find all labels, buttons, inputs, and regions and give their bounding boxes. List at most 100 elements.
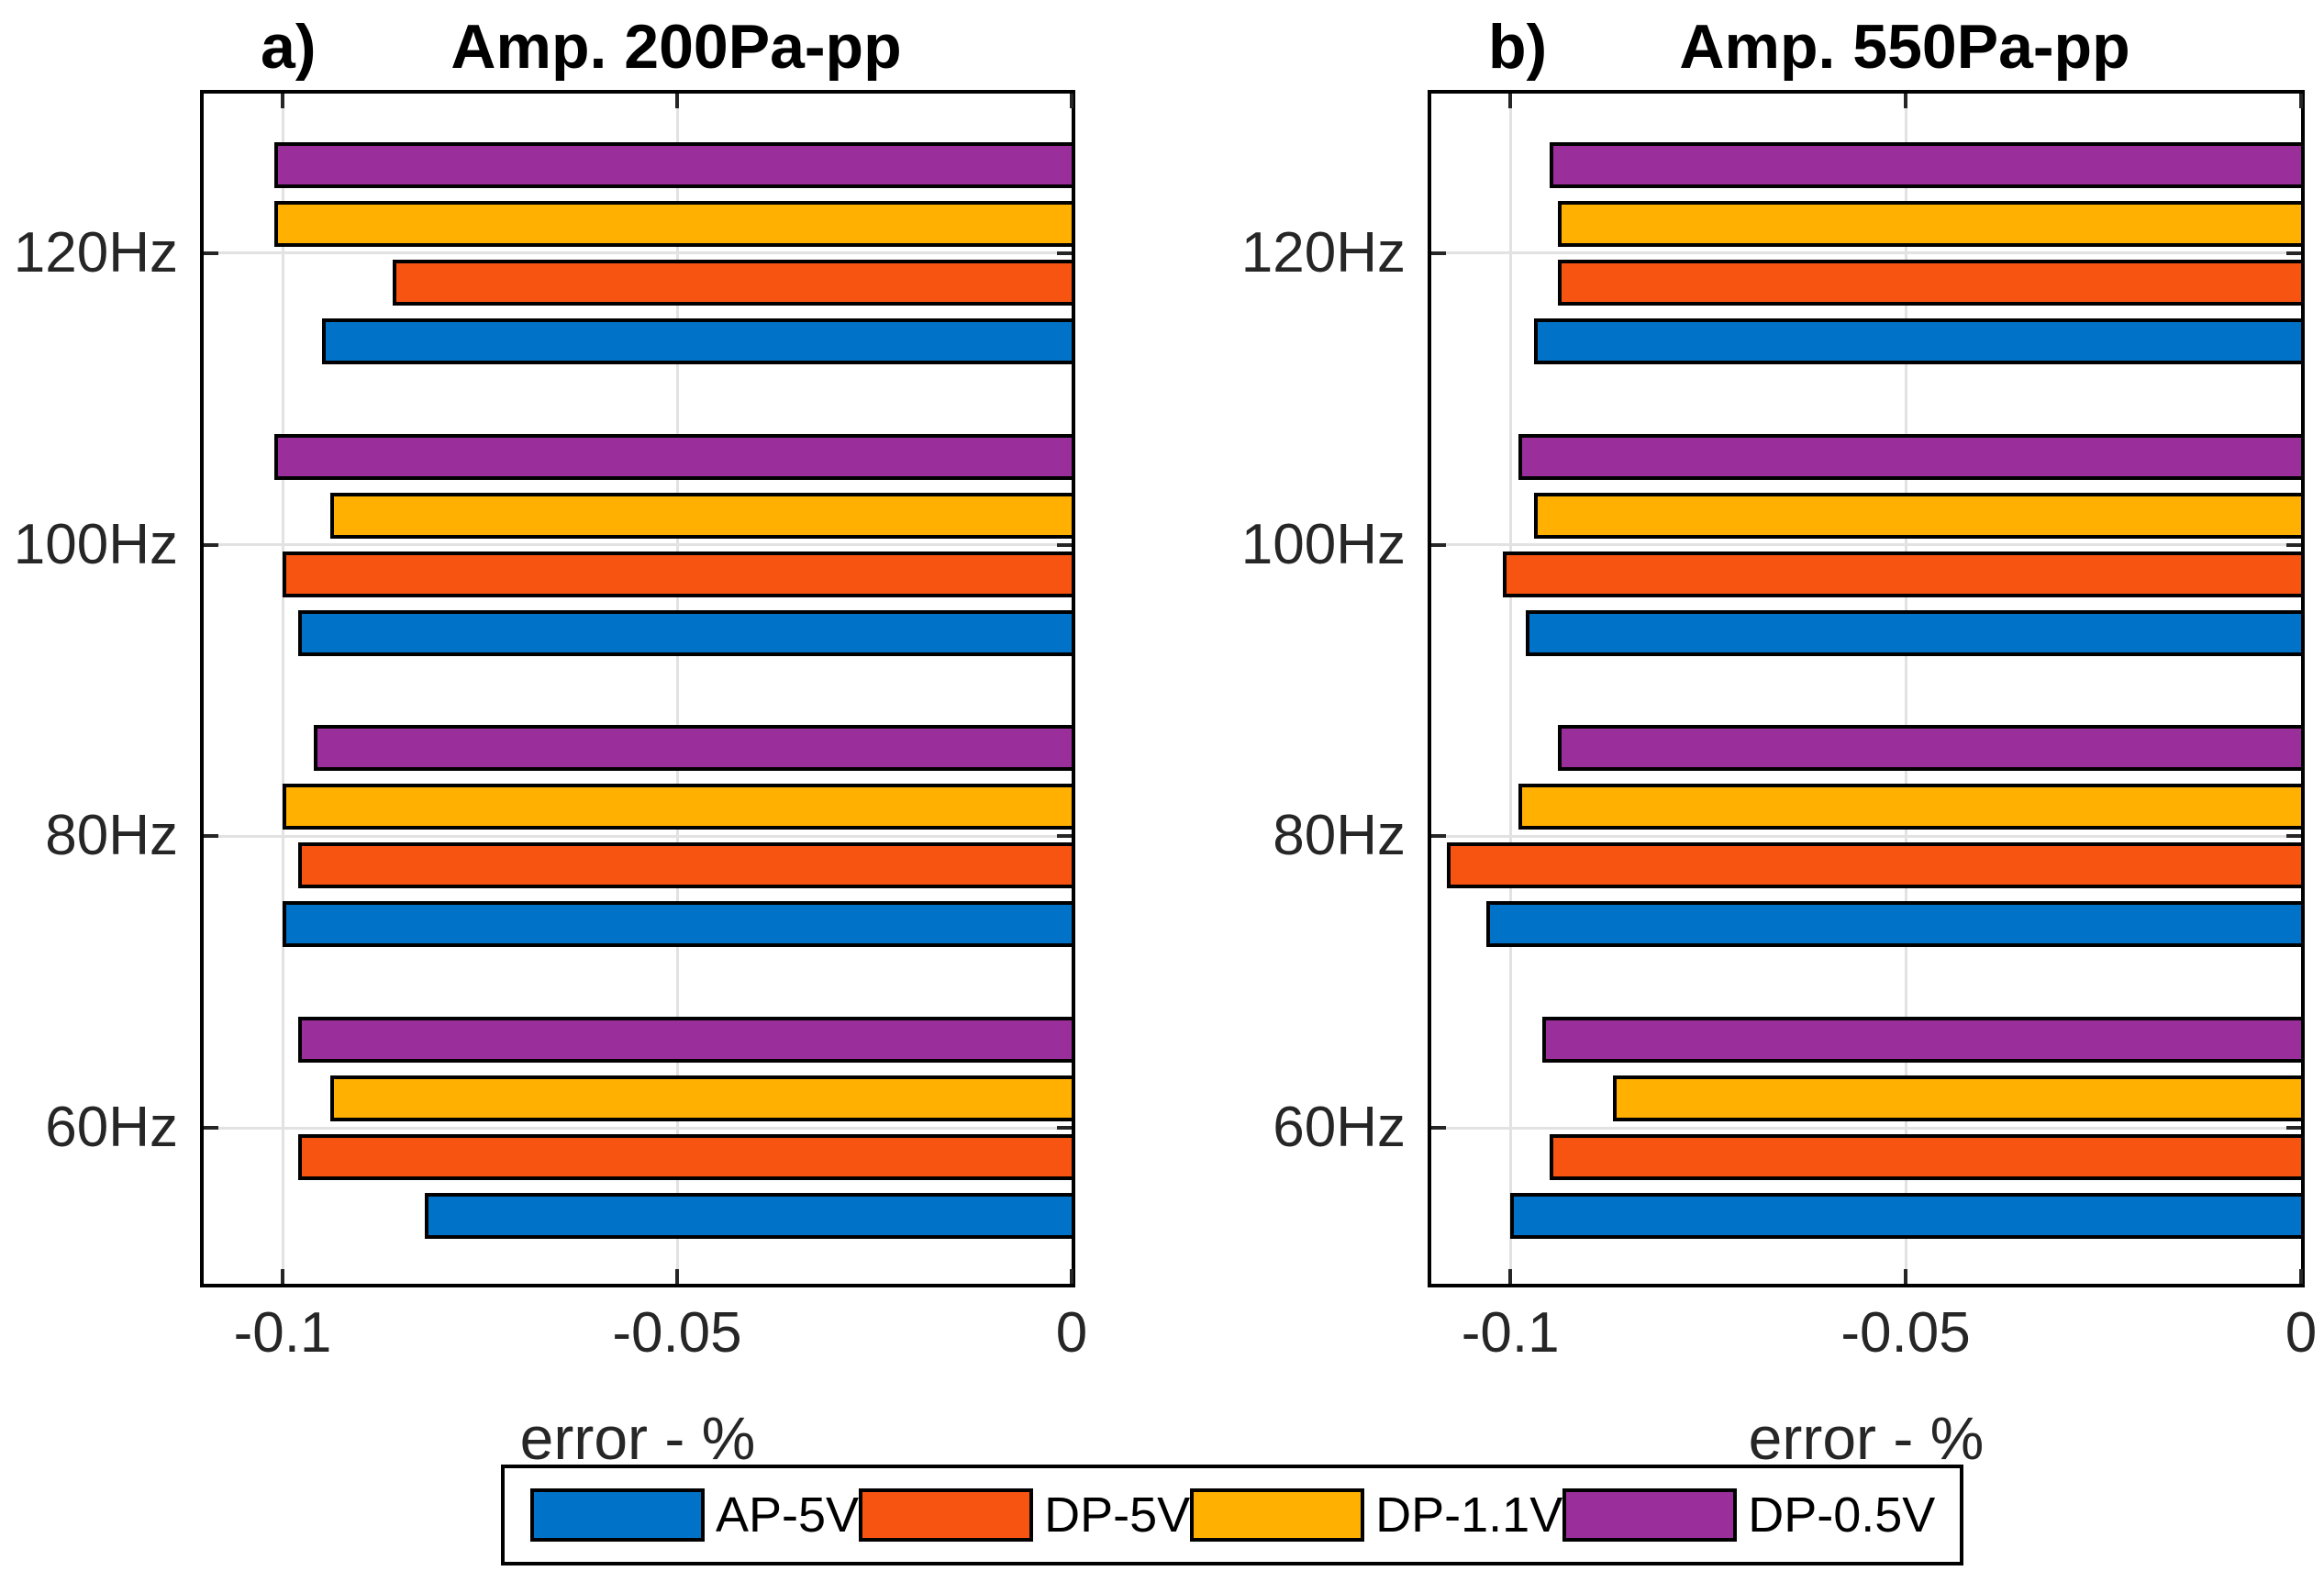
y-tick-left [1431, 1126, 1446, 1131]
x-axis-label: error - % [1748, 1404, 1985, 1472]
panel-label-a: a) [261, 12, 317, 82]
legend-entry: DP-0.5V [1562, 1488, 1935, 1542]
legend-label: AP-5V [716, 1487, 860, 1543]
y-tick-right [2286, 542, 2301, 547]
y-tick-right [2286, 251, 2301, 255]
gridline-horizontal [1431, 543, 2301, 547]
gridline-horizontal [204, 251, 1072, 255]
panel-label-b: b) [1488, 12, 1548, 82]
bar-dp-5v-80hz [298, 842, 1072, 889]
y-tick-left [204, 1126, 218, 1131]
bar-dp-1.1v-80hz [1518, 784, 2301, 830]
gridline-vertical [281, 94, 284, 1284]
y-tick-right [2286, 834, 2301, 839]
bar-ap-5v-60hz [1510, 1193, 2301, 1240]
x-tick-bottom [2299, 1269, 2303, 1284]
gridline-vertical [675, 94, 679, 1284]
gridline-horizontal [1431, 1126, 2301, 1130]
y-tick-left [1431, 542, 1446, 547]
bar-dp-5v-100hz [283, 551, 1072, 597]
legend-entry: AP-5V [530, 1488, 859, 1542]
bar-dp-0.5v-80hz [1557, 725, 2301, 772]
bar-dp-5v-80hz [1447, 842, 2301, 889]
y-tick-left [204, 542, 218, 547]
x-tick-label: 0 [1055, 1301, 1088, 1365]
bar-dp-0.5v-120hz [274, 141, 1072, 188]
x-tick-label: -0.1 [233, 1301, 332, 1365]
bar-dp-1.1v-100hz [329, 492, 1072, 539]
plot-area [1428, 90, 2305, 1287]
panel-title: Amp. 550Pa-pp [1679, 12, 2130, 82]
x-tick-top [2299, 94, 2303, 108]
bar-dp-1.1v-120hz [1557, 200, 2301, 247]
bar-dp-5v-60hz [1550, 1134, 2301, 1181]
bar-dp-1.1v-120hz [274, 200, 1072, 247]
legend: AP-5V DP-5V DP-1.1V DP-0.5V [501, 1465, 1963, 1565]
y-tick-label-120hz: 120Hz [1240, 220, 1406, 284]
bar-dp-0.5v-60hz [1541, 1017, 2301, 1064]
gridline-horizontal [204, 1126, 1072, 1130]
y-tick-label-100hz: 100Hz [13, 512, 178, 576]
bar-dp-1.1v-60hz [329, 1075, 1072, 1122]
y-tick-left [204, 251, 218, 255]
bar-dp-5v-120hz [1557, 259, 2301, 306]
x-axis-label: error - % [519, 1404, 756, 1472]
x-tick-bottom [1904, 1269, 1908, 1284]
gridline-vertical [1508, 94, 1512, 1284]
bar-dp-0.5v-100hz [1518, 433, 2301, 480]
gridline-horizontal [1431, 251, 2301, 255]
y-tick-label-60hz: 60Hz [45, 1096, 178, 1160]
y-tick-right [1057, 251, 1072, 255]
x-tick-label: -0.05 [1840, 1301, 1971, 1365]
x-tick-top [1904, 94, 1908, 108]
gridline-vertical [1904, 94, 1907, 1284]
x-tick-label: -0.05 [612, 1301, 742, 1365]
x-tick-bottom [1508, 1269, 1513, 1284]
bar-ap-5v-100hz [1526, 609, 2301, 656]
x-tick-bottom [675, 1269, 679, 1284]
y-tick-label-120hz: 120Hz [13, 220, 178, 284]
y-tick-left [204, 834, 218, 839]
bar-ap-5v-80hz [1486, 901, 2301, 948]
bar-dp-5v-60hz [298, 1134, 1072, 1181]
panel-title: Amp. 200Pa-pp [450, 12, 902, 82]
legend-swatch-ap5v [530, 1488, 705, 1542]
y-tick-label-60hz: 60Hz [1273, 1096, 1406, 1160]
legend-label: DP-1.1V [1375, 1487, 1563, 1543]
bar-ap-5v-120hz [1534, 318, 2301, 364]
bar-ap-5v-120hz [322, 318, 1072, 364]
y-tick-right [2286, 1126, 2301, 1131]
y-tick-right [1057, 834, 1072, 839]
bar-dp-0.5v-60hz [298, 1017, 1072, 1064]
legend-label: DP-0.5V [1748, 1487, 1936, 1543]
x-tick-top [1070, 94, 1073, 108]
bar-dp-1.1v-80hz [283, 784, 1072, 830]
y-tick-right [1057, 542, 1072, 547]
bar-dp-1.1v-100hz [1534, 492, 2301, 539]
legend-swatch-dp0-5v [1562, 1488, 1738, 1542]
bar-ap-5v-80hz [283, 901, 1072, 948]
x-tick-top [675, 94, 679, 108]
y-tick-right [1057, 1126, 1072, 1131]
y-tick-label-80hz: 80Hz [1273, 804, 1406, 868]
bar-dp-0.5v-80hz [314, 725, 1072, 772]
x-tick-label: 0 [2285, 1301, 2318, 1365]
legend-swatch-dp5v [859, 1488, 1034, 1542]
bar-dp-0.5v-120hz [1550, 141, 2301, 188]
legend-entry: DP-5V [859, 1488, 1190, 1542]
x-tick-label: -0.1 [1461, 1301, 1560, 1365]
bar-dp-0.5v-100hz [274, 433, 1072, 480]
bar-ap-5v-100hz [298, 609, 1072, 656]
y-tick-label-80hz: 80Hz [45, 804, 178, 868]
legend-label: DP-5V [1044, 1487, 1191, 1543]
y-tick-left [1431, 251, 1446, 255]
bar-dp-5v-100hz [1502, 551, 2301, 597]
gridline-horizontal [1431, 834, 2301, 838]
y-tick-left [1431, 834, 1446, 839]
x-tick-top [281, 94, 284, 108]
plot-area [200, 90, 1075, 1287]
bar-dp-5v-120hz [393, 259, 1072, 306]
legend-swatch-dp1-1v [1190, 1488, 1365, 1542]
y-tick-label-100hz: 100Hz [1240, 512, 1406, 576]
